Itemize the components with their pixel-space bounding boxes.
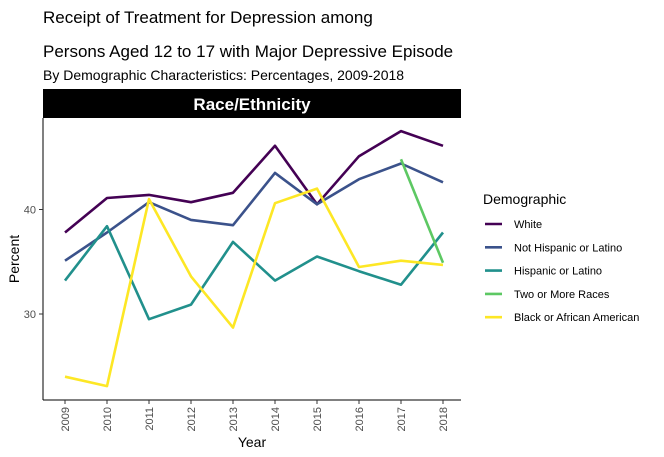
series-line-hispanic-or-latino	[63, 224, 445, 321]
x-tick-label: 2010	[102, 407, 114, 431]
x-tick-label: 2013	[228, 407, 240, 431]
facet-strip	[43, 89, 461, 118]
x-tick-label: 2011	[144, 407, 156, 431]
x-tick-label: 2015	[312, 407, 324, 431]
chart-title-line-2: Persons Aged 12 to 17 with Major Depress…	[43, 42, 453, 61]
x-axis-title: Year	[238, 434, 267, 450]
x-tick-label: 2009	[60, 407, 72, 431]
x-tick-label: 2017	[396, 407, 408, 431]
chart-subtitle: By Demographic Characteristics: Percenta…	[43, 67, 404, 83]
x-tick-label: 2012	[186, 407, 198, 431]
series-line-not-hispanic-or-latino	[64, 162, 444, 262]
legend-label-black-or-african-american: Black or African American	[514, 312, 639, 324]
chart-title-line-1: Receipt of Treatment for Depression amon…	[43, 8, 373, 27]
series-line-two-or-more-races	[399, 158, 445, 264]
x-tick-label: 2014	[270, 407, 282, 431]
series-lines	[63, 129, 445, 388]
x-tick-label: 2016	[354, 407, 366, 431]
series-line-black-or-african-american	[64, 187, 444, 388]
y-tick-label: 40	[24, 205, 36, 217]
x-axis-ticks: 2009 2010 2011 2012 2013 2014 2015 2016 2017 2018	[60, 400, 450, 431]
legend-label-two-or-more-races: Two or More Races	[514, 289, 610, 301]
facet-strip-label: Race/Ethnicity	[193, 95, 311, 114]
y-axis-title: Percent	[6, 235, 22, 283]
legend: White Not Hispanic or Latino Hispanic or L…	[485, 219, 639, 324]
y-tick-label: 30	[24, 309, 36, 321]
legend-label-hispanic-or-latino: Hispanic or Latino	[514, 266, 602, 278]
x-tick-label: 2018	[438, 407, 450, 431]
series-line-white	[64, 129, 444, 234]
legend-title: Demographic	[483, 191, 566, 207]
legend-label-not-hispanic-or-latino: Not Hispanic or Latino	[514, 242, 622, 254]
legend-label-white: White	[514, 219, 542, 231]
y-axis-ticks: 30 40	[24, 205, 43, 321]
